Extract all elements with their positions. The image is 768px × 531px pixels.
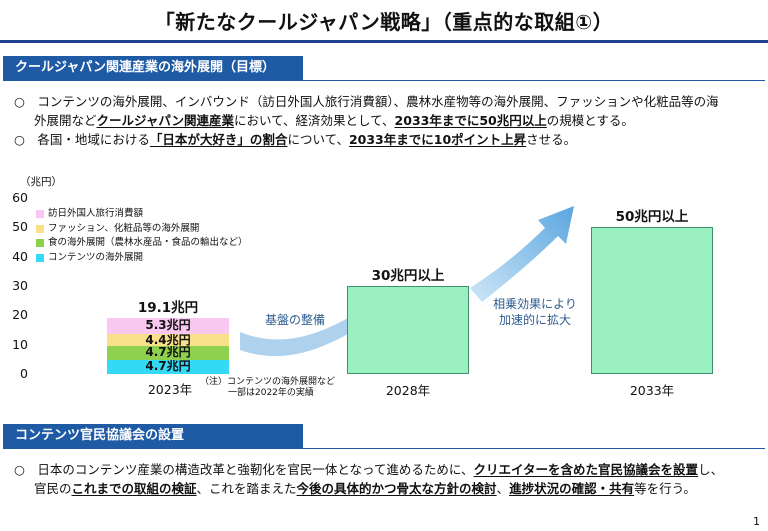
- council-line2-post: 等を行う。: [634, 481, 696, 496]
- bar-2023-segment: 5.3兆円: [107, 317, 229, 334]
- y-tick-label: 50: [12, 219, 28, 235]
- note-2023-line-2: 一部は2022年の実績: [228, 388, 314, 398]
- bullet-2-text-mid: について、: [287, 132, 349, 147]
- section-underline-council: [3, 448, 765, 449]
- annotation-synergy-line-1: 相乗効果により: [493, 297, 577, 311]
- bar-2023-segment: 4.4兆円: [107, 333, 229, 347]
- stacked-bar-2023: 4.7兆円 4.7兆円 4.4兆円 5.3兆円: [107, 317, 229, 374]
- title-rule: [0, 40, 768, 43]
- bullet-2-text-post: させる。: [526, 132, 577, 147]
- y-tick-label: 60: [12, 190, 28, 205]
- council-line2-pre: 官民の: [34, 481, 72, 496]
- bar-2023-segment: 4.7兆円: [107, 346, 229, 361]
- council-emphasis-3: 今後の具体的かつ骨太な方針の検討: [296, 481, 497, 496]
- legend-label: ファッション、化粧品等の海外展開: [48, 222, 200, 234]
- bar-2023-segment: 4.7兆円: [107, 359, 229, 374]
- bullet-1-emphasis-2: 2033年までに50兆円以上: [394, 113, 547, 128]
- bar-2028: [347, 286, 469, 374]
- council-line2-mid-2: 、: [496, 481, 510, 496]
- note-2023: （注）コンテンツの海外展開など 一部は2022年の実績: [200, 377, 335, 399]
- legend-item: ファッション、化粧品等の海外展開: [36, 222, 248, 237]
- legend-item: コンテンツの海外展開: [36, 251, 248, 266]
- base-arrow: [240, 318, 348, 357]
- y-tick-label: 10: [12, 336, 28, 352]
- y-axis-unit: （兆円）: [20, 176, 62, 188]
- council-text-pre: ○ 日本のコンテンツ産業の構造改革と強靭化を官民一体となって進めるために、: [14, 462, 474, 477]
- council-emphasis-1: クリエイターを含めた官民協議会を設置: [473, 462, 699, 477]
- bullet-2-emphasis-2: 2033年までに10ポイント上昇: [348, 132, 527, 147]
- note-2023-line-1: （注）コンテンツの海外展開など: [200, 377, 336, 387]
- bullet-1-text-pre: 外展開など: [34, 113, 97, 128]
- legend-item: 食の海外展開（農林水産品・食品の輸出など）: [36, 236, 248, 251]
- legend-label: 訪日外国人旅行消費額: [48, 208, 144, 219]
- council-emphasis-4: 進捗状況の確認・共有: [509, 481, 635, 496]
- growth-arrows: [240, 206, 574, 357]
- chart-legend: 訪日外国人旅行消費額ファッション、化粧品等の海外展開食の海外展開（農林水産品・食…: [36, 207, 248, 265]
- council-line2-mid-1: 、これを踏まえた: [196, 481, 297, 496]
- council-bullets: ○ 日本のコンテンツ産業の構造改革と強靭化を官民一体となって進めるために、クリエ…: [14, 460, 764, 498]
- legend-swatch: [36, 210, 44, 219]
- bullet-1-text-post: の規模とする。: [546, 113, 634, 128]
- annotation-synergy-line-2: 加速的に拡大: [498, 313, 571, 327]
- bar-2033: [591, 227, 713, 374]
- annotation-synergy: 相乗効果により 加速的に拡大: [480, 296, 590, 328]
- annotation-base: 基盤の整備: [264, 313, 325, 327]
- synergy-arrow: [470, 206, 574, 302]
- council-text-post: し、: [698, 462, 724, 477]
- legend-label: 食の海外展開（農林水産品・食品の輸出など）: [48, 237, 248, 248]
- section-heading-goals: クールジャパン関連産業の海外展開（目標）: [3, 56, 303, 80]
- economic-effect-chart: （兆円） 0 10 20 30 40 50 60 訪日外国人旅行消費額ファッション、化粧品等…: [0, 172, 768, 412]
- bullet-1-line-2: 外展開などクールジャパン関連産業において、経済効果として、2033年までに50兆…: [14, 111, 764, 130]
- legend-swatch: [36, 224, 44, 233]
- section-heading-council: コンテンツ官民協議会の設置: [3, 424, 303, 448]
- bullet-2-text-pre: ○ 各国・地域における: [14, 132, 150, 147]
- x-label-2028: 2028年: [385, 383, 431, 398]
- y-tick-label: 30: [12, 278, 28, 293]
- bullet-1-emphasis-1: クールジャパン関連産業: [96, 113, 235, 128]
- council-line-2: 官民のこれまでの取組の検証、これを踏まえた今後の具体的かつ骨太な方針の検討、進捗…: [14, 479, 764, 498]
- page-number: 1: [753, 515, 760, 528]
- page-title: 「新たなクールジャパン戦略」（重点的な取組①）: [154, 10, 614, 34]
- x-label-2023: 2023年: [147, 382, 193, 397]
- goals-bullets: ○ コンテンツの海外展開、インバウンド（訪日外国人旅行消費額）、農林水産物等の海…: [14, 92, 764, 149]
- section-underline-goals: [3, 80, 765, 81]
- legend-swatch: [36, 239, 44, 248]
- y-tick-label: 20: [12, 307, 28, 323]
- bullet-1-text: ○ コンテンツの海外展開、インバウンド（訪日外国人旅行消費額）、農林水産物等の海…: [14, 94, 719, 109]
- total-2023-label: 19.1兆円: [137, 299, 199, 316]
- bullet-2-emphasis-1: 「日本が大好き」の割合: [149, 132, 288, 147]
- legend-swatch: [36, 253, 44, 262]
- bullet-2: ○ 各国・地域における「日本が大好き」の割合について、2033年までに10ポイン…: [14, 130, 764, 149]
- x-label-2033: 2033年: [629, 383, 675, 398]
- bullet-1-text-mid: において、経済効果として、: [234, 113, 395, 128]
- council-line-1: ○ 日本のコンテンツ産業の構造改革と強靭化を官民一体となって進めるために、クリエ…: [14, 460, 764, 479]
- bar-2033-label: 50兆円以上: [615, 209, 689, 226]
- bullet-1-line-1: ○ コンテンツの海外展開、インバウンド（訪日外国人旅行消費額）、農林水産物等の海…: [14, 92, 764, 111]
- y-tick-label: 0: [20, 366, 28, 381]
- council-emphasis-2: これまでの取組の検証: [71, 481, 197, 496]
- y-tick-label: 40: [12, 248, 28, 264]
- legend-label: コンテンツの海外展開: [48, 251, 144, 263]
- bar-2028-label: 30兆円以上: [371, 268, 445, 284]
- legend-item: 訪日外国人旅行消費額: [36, 207, 248, 222]
